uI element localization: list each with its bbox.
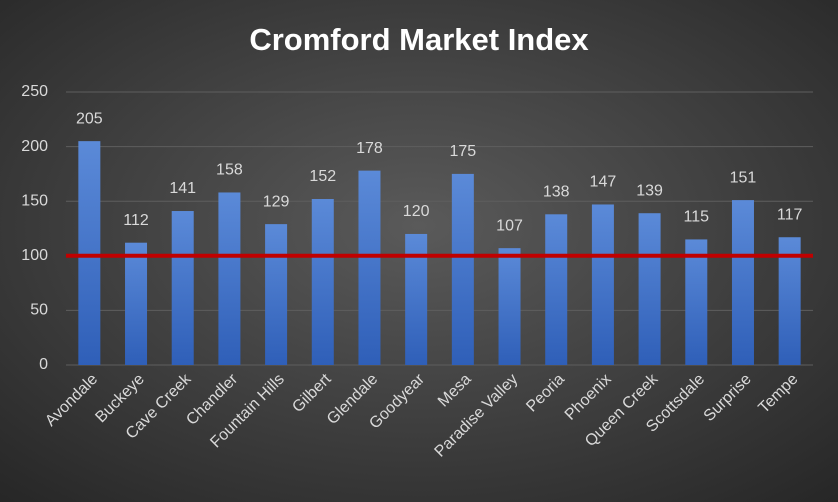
data-label: 152 [309, 168, 336, 185]
bar [218, 192, 241, 365]
bar [545, 214, 568, 365]
y-tick-label: 100 [21, 247, 48, 264]
data-label: 139 [636, 182, 663, 199]
y-tick-label: 200 [21, 138, 48, 155]
data-label: 117 [777, 206, 803, 223]
bar [731, 200, 754, 365]
data-label: 112 [123, 212, 149, 229]
bar [638, 213, 661, 365]
bar [171, 211, 194, 365]
bar [405, 233, 428, 365]
bar [265, 224, 288, 365]
bar [498, 248, 521, 365]
data-label: 175 [449, 143, 476, 160]
data-label: 107 [496, 217, 523, 234]
bar [778, 237, 801, 365]
data-label: 129 [263, 193, 290, 210]
bar [78, 141, 101, 365]
data-label: 147 [590, 174, 617, 191]
y-tick-label: 50 [30, 302, 48, 319]
y-tick-label: 150 [21, 192, 48, 209]
bar [311, 199, 334, 365]
data-label: 205 [76, 110, 103, 127]
bar [685, 239, 708, 365]
data-label: 141 [169, 180, 196, 197]
chart-title: Cromford Market Index [249, 22, 589, 57]
bar [125, 242, 148, 365]
data-label: 138 [543, 184, 570, 201]
data-label: 151 [730, 169, 757, 186]
bar [358, 170, 381, 365]
y-tick-label: 0 [39, 356, 48, 373]
y-tick-label: 250 [21, 83, 48, 100]
data-label: 158 [216, 162, 243, 179]
bar [451, 173, 474, 365]
bar [591, 204, 614, 365]
data-label: 115 [684, 209, 710, 226]
data-label: 120 [403, 203, 430, 220]
data-label: 178 [356, 140, 383, 157]
